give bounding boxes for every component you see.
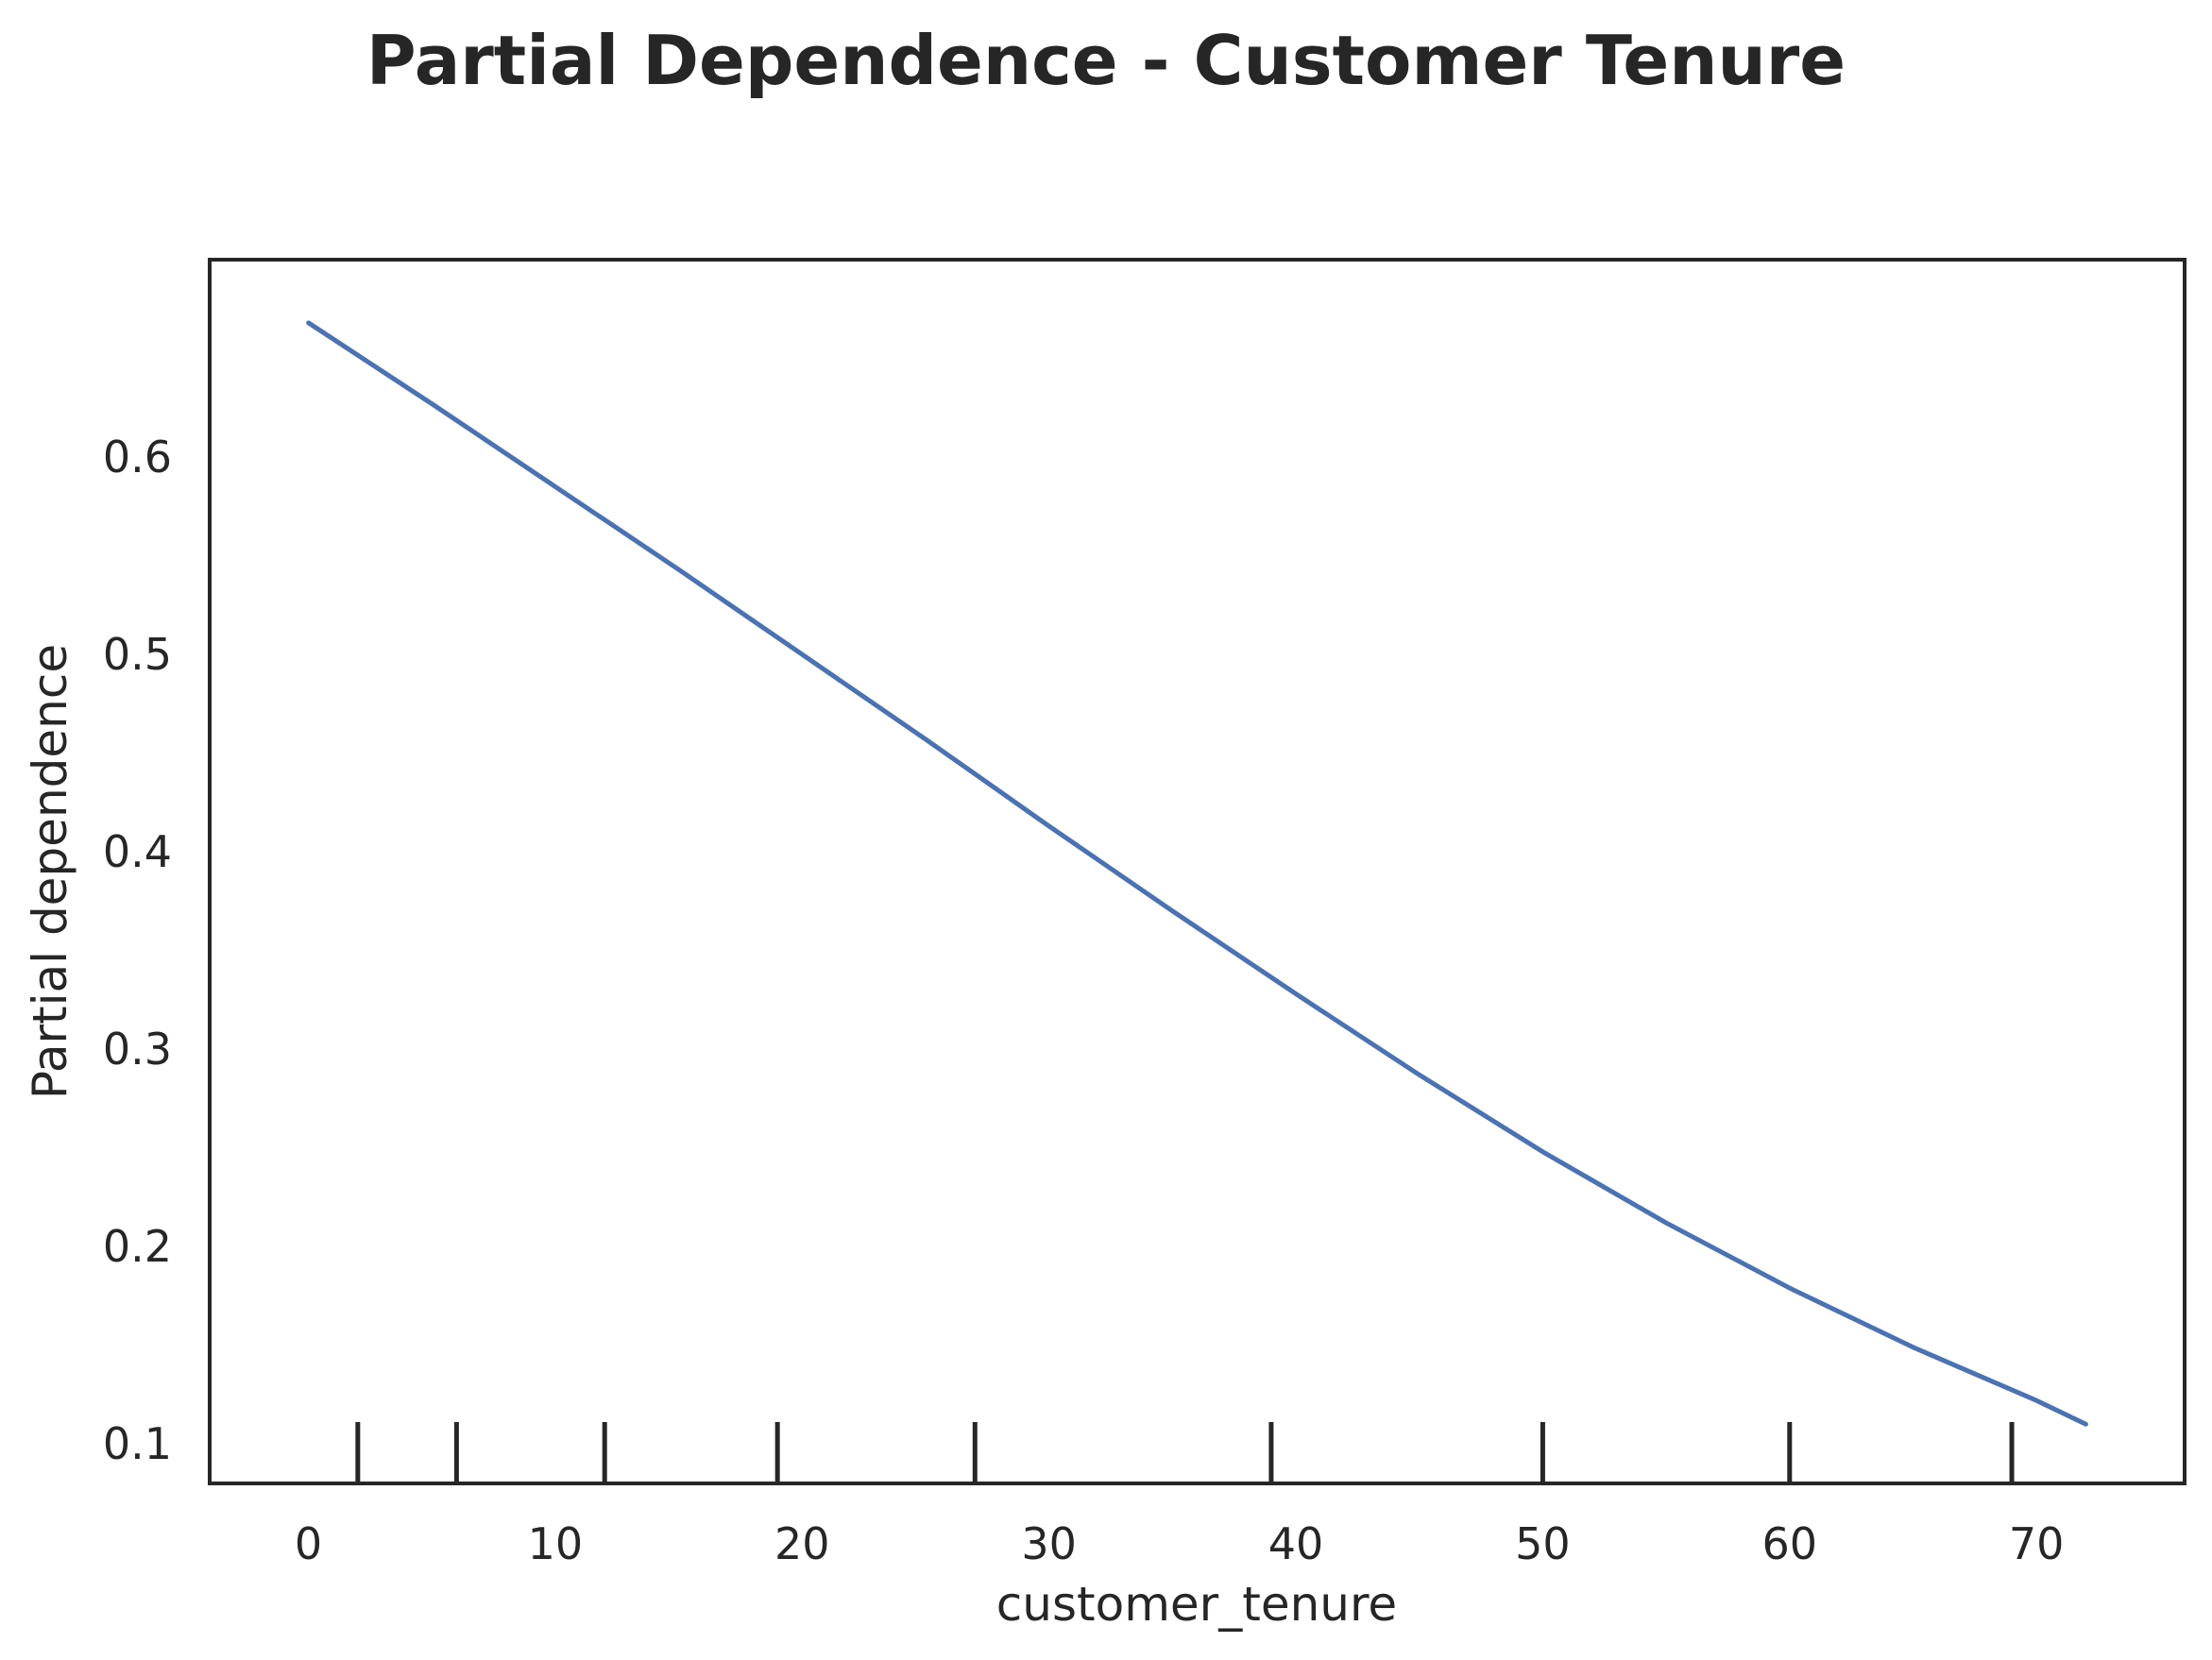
plot-area-frame	[208, 258, 2186, 1485]
x-tick-label: 50	[1515, 1518, 1571, 1569]
x-axis-label: customer_tenure	[996, 1577, 1397, 1632]
series-layer	[306, 320, 2088, 1427]
series-line-0	[306, 320, 2088, 1427]
y-axis-label: Partial dependence	[23, 644, 77, 1099]
chart-title: Partial Dependence - Customer Tenure	[366, 21, 1846, 100]
y-tick-label: 0.4	[103, 826, 172, 877]
rug-marks	[355, 1422, 2015, 1483]
x-tick-labels: 0 10 20 30 40 50 60 70	[295, 1518, 2065, 1569]
y-tick-label: 0.6	[103, 432, 172, 483]
y-tick-label: 0.2	[103, 1221, 172, 1272]
y-tick-label: 0.3	[103, 1024, 172, 1075]
x-tick-label: 60	[1762, 1518, 1818, 1569]
x-tick-label: 70	[2009, 1518, 2065, 1569]
x-tick-label: 10	[528, 1518, 584, 1569]
x-tick-label: 40	[1268, 1518, 1324, 1569]
y-tick-label: 0.5	[103, 629, 172, 680]
y-tick-labels: 0.1 0.2 0.3 0.4 0.5 0.6	[103, 432, 172, 1469]
y-tick-label: 0.1	[103, 1418, 172, 1469]
x-tick-label: 0	[295, 1518, 322, 1569]
x-tick-label: 30	[1021, 1518, 1077, 1569]
x-tick-label: 20	[774, 1518, 830, 1569]
